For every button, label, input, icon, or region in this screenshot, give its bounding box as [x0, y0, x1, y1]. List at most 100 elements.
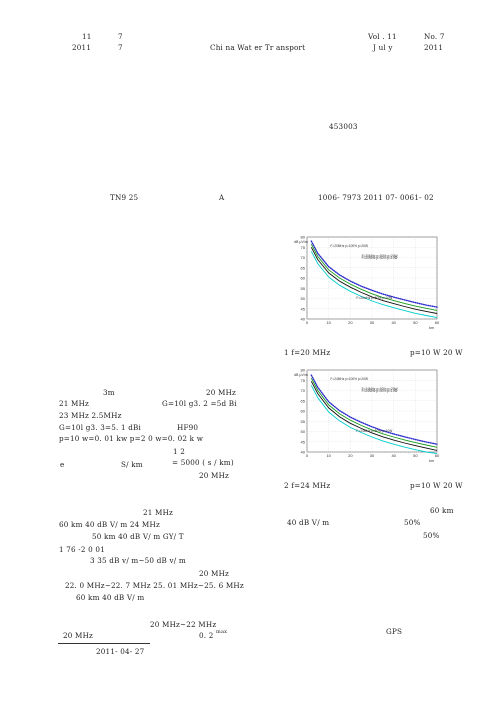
- y-tick-label: 65: [301, 398, 306, 403]
- x-tick-label: 20: [348, 453, 353, 458]
- body-text: p=10 w=0. 01 kw p=2 0 w=0. 02 k w: [59, 434, 204, 443]
- figure-1-chart: 40 45 50 55 60 65 70 75 80 0 10 20 30 40 50 60 dB μV/m km…: [294, 235, 440, 331]
- x-tick-label: 50: [413, 453, 418, 458]
- y-tick-label: 40: [301, 317, 306, 322]
- figure-2-caption-power: p=10 W 20 W: [410, 481, 463, 490]
- body-text: e: [60, 460, 65, 469]
- x-tick-label: 60: [435, 453, 440, 458]
- footnote-rule: [58, 643, 150, 644]
- figure-1-caption-power: p=10 W 20 W: [410, 348, 463, 357]
- x-tick-label: 10: [326, 320, 331, 325]
- y-tick-label: 75: [301, 378, 306, 383]
- body-text: 20 MHz~22 MHz: [150, 620, 217, 629]
- body-text: 1 2: [173, 447, 186, 456]
- figure-2: 40 45 50 55 60 65 70 75 80 0 10 20 30 40 50 60 dB μV/m km…: [293, 366, 441, 466]
- header-no: No. 7: [424, 32, 445, 41]
- body-text: 50 km 40 dB V/ m GY/ T: [92, 532, 184, 541]
- body-text: 60 km 40 dB V/ m 24 MHz: [59, 520, 160, 529]
- x-tick-label: 30: [370, 320, 375, 325]
- body-text: 21 MHz: [143, 508, 174, 517]
- y-tick-label: 80: [301, 368, 306, 373]
- y-tick-label: 45: [301, 439, 306, 444]
- body-text: S/ km: [121, 460, 143, 469]
- header-year-right: 2011: [424, 43, 444, 52]
- x-tick-label: 50: [413, 320, 418, 325]
- chart-annotation: F=24MHz p=50% p=20W: [362, 387, 398, 391]
- header-month-right: J ul y: [373, 43, 393, 52]
- body-text: 20 MHz: [206, 388, 237, 397]
- body-text: 40 dB V/ m: [287, 518, 330, 527]
- header-vol: Vol . 11: [368, 32, 397, 41]
- body-text: HF90: [177, 423, 199, 432]
- formula: = 5000 ( s / km): [172, 458, 234, 467]
- chart-annotation: F=20MHz p=50% p=20W: [362, 254, 398, 258]
- y-tick-label: 70: [301, 388, 306, 393]
- x-tick-label: 40: [391, 453, 396, 458]
- body-text: max: [216, 629, 228, 635]
- figure-2-caption: 2 f=24 MHz: [284, 481, 331, 490]
- series-line: [310, 240, 438, 308]
- y-tick-label: 60: [301, 276, 306, 281]
- series-line: [310, 377, 438, 448]
- chart-annotation: F=20MHz p=100% p=20W: [330, 244, 368, 248]
- series-line: [310, 247, 438, 314]
- figure-2-chart: 40 45 50 55 60 65 70 75 80 0 10 20 30 40 50 60 dB μV/m km…: [294, 368, 440, 464]
- body-text: 60 km 40 dB V/ m: [76, 593, 145, 602]
- y-axis-label: dB μV/m: [294, 373, 308, 377]
- body-text: 23 MHz 2.5MHz: [59, 411, 122, 420]
- article-number: 1006- 7973 2011 07- 0061- 02: [318, 193, 434, 202]
- header-journal: Chi na Wat er Tr ansport: [210, 43, 306, 52]
- x-axis-label: km: [429, 326, 434, 330]
- x-tick-label: 0: [306, 453, 309, 458]
- body-text: 60 km: [430, 506, 454, 515]
- clc-number: TN9 25: [110, 193, 139, 202]
- series-line: [310, 251, 438, 319]
- y-tick-label: 65: [301, 265, 306, 270]
- y-tick-label: 50: [301, 296, 306, 301]
- y-tick-label: 55: [301, 419, 306, 424]
- body-text: 3m: [103, 388, 115, 397]
- figure-1: 40 45 50 55 60 65 70 75 80 0 10 20 30 40 50 60 dB μV/m km…: [293, 233, 441, 333]
- body-text: 21 MHz: [59, 399, 90, 408]
- series-line: [310, 243, 438, 311]
- x-tick-label: 0: [306, 320, 309, 325]
- body-text: 20 MHz: [199, 569, 230, 578]
- body-text: 50%: [404, 518, 421, 527]
- body-text: 20 MHz: [63, 631, 94, 640]
- body-text: GPS: [386, 627, 403, 636]
- y-tick-label: 75: [301, 245, 306, 250]
- x-tick-label: 10: [326, 453, 331, 458]
- x-tick-label: 60: [435, 320, 440, 325]
- y-tick-label: 70: [301, 255, 306, 260]
- y-tick-label: 40: [301, 450, 306, 455]
- body-text: G=10l g3. 3=5. 1 dBi: [59, 423, 142, 432]
- x-tick-label: 20: [348, 320, 353, 325]
- y-tick-label: 55: [301, 286, 306, 291]
- y-tick-label: 60: [301, 409, 306, 414]
- header-year-left: 2011: [72, 43, 92, 52]
- chart-annotation: F=20mHz p=50% p=10W: [356, 296, 392, 300]
- body-text: 1 76 -2 0 01: [59, 545, 105, 554]
- chart-annotation: F=20MHz p=50% p=10W: [362, 256, 398, 260]
- figure-1-caption: 1 f=20 MHz: [284, 348, 331, 357]
- y-axis-label: dB μV/m: [294, 240, 308, 244]
- series-line: [310, 381, 438, 451]
- chart-annotation: F=24MHz p=50% p=10W: [362, 389, 398, 393]
- header-issue-2: 7: [118, 32, 123, 41]
- body-text: G=10l g3. 2 =5d Bi: [162, 399, 237, 408]
- postcode: 453003: [329, 122, 358, 131]
- body-text: 0. 2: [199, 631, 214, 640]
- x-tick-label: 30: [370, 453, 375, 458]
- y-tick-label: 50: [301, 429, 306, 434]
- series-line: [310, 374, 438, 445]
- y-tick-label: 80: [301, 235, 306, 240]
- received-date: 2011- 04- 27: [96, 647, 145, 656]
- header-issue-1: 11: [82, 32, 92, 41]
- series-line: [310, 385, 438, 455]
- document-code: A: [219, 193, 225, 202]
- chart-annotation: F=24MHz p=100% p=20W: [330, 377, 368, 381]
- y-tick-label: 45: [301, 306, 306, 311]
- chart-annotation: F=24MHz p=50% p=10W: [356, 429, 392, 433]
- x-tick-label: 40: [391, 320, 396, 325]
- body-text: 22. 0 MHz~22. 7 MHz 25. 01 MHz~25. 6 MHz: [65, 581, 244, 590]
